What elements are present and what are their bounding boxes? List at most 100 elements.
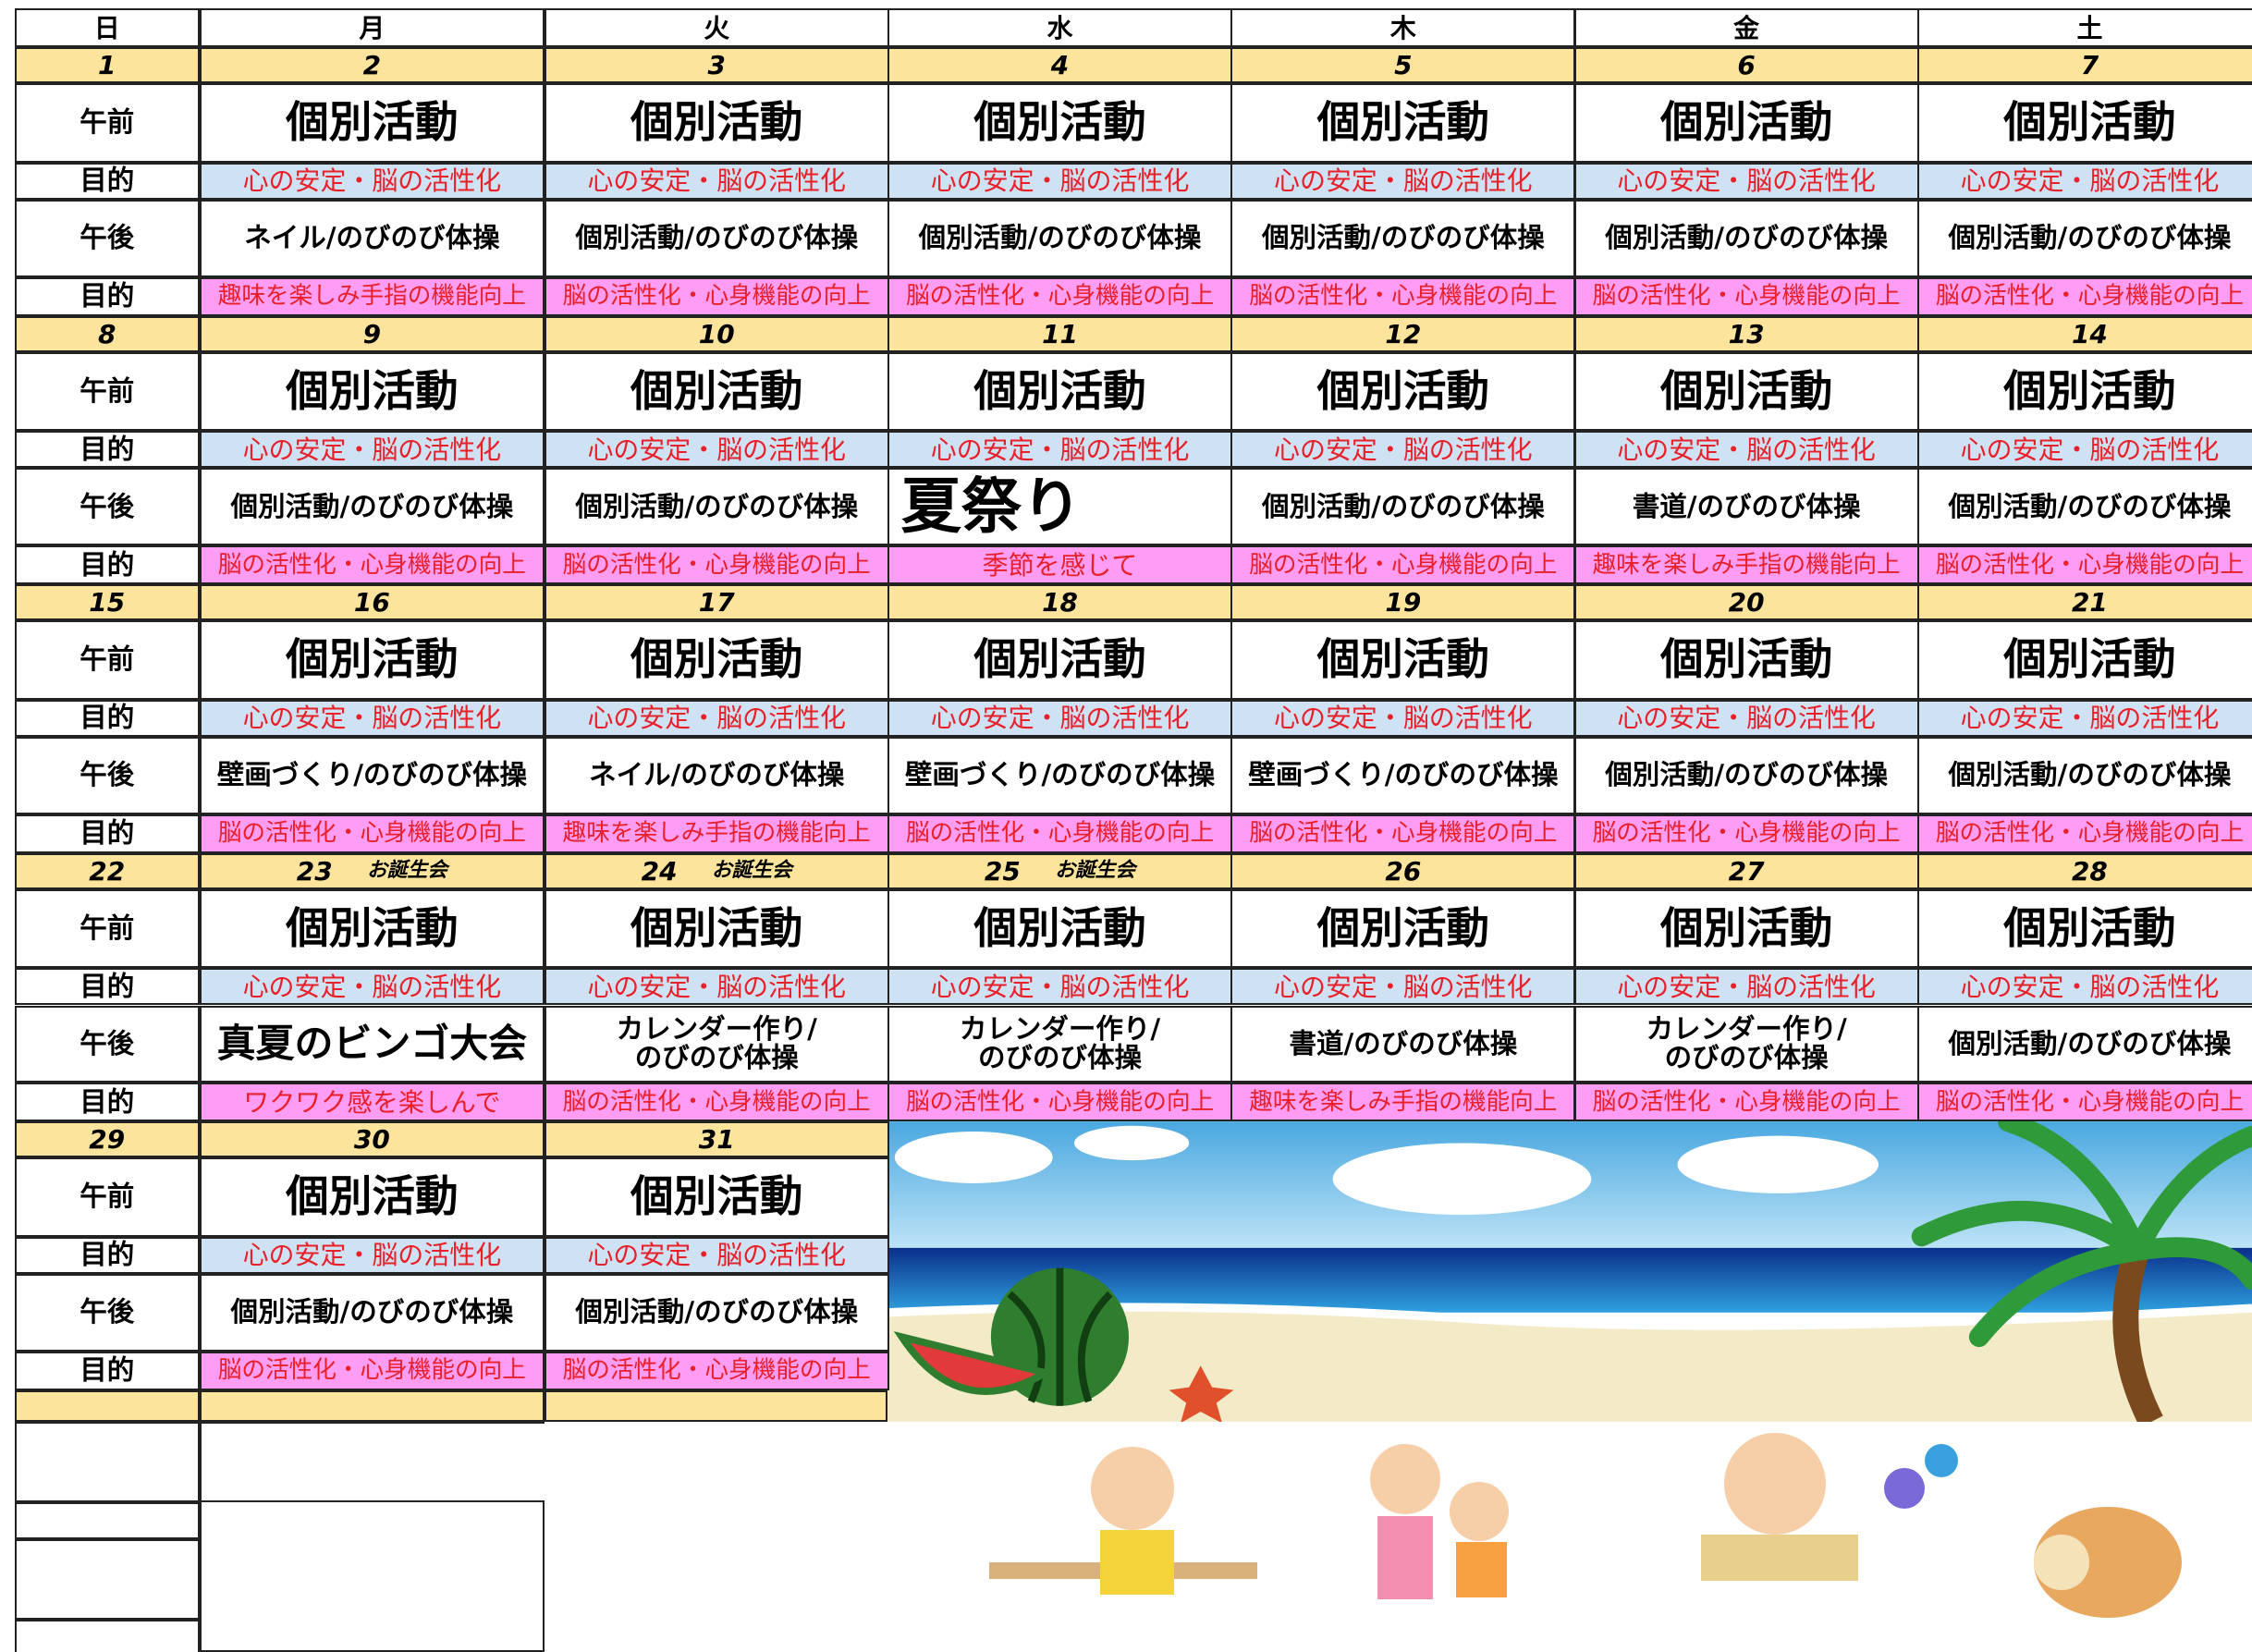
date-cell: 26	[1230, 852, 1576, 889]
am-activity: 個別活動	[1230, 83, 1576, 163]
date-cell: 18	[887, 584, 1232, 621]
row-label: 目的	[14, 545, 200, 585]
event-label: お誕生会	[1055, 858, 1136, 882]
event-label: お誕生会	[366, 858, 447, 882]
pm-activity: 真夏のビンゴ大会	[199, 1005, 545, 1083]
date-cell: 3	[544, 47, 889, 84]
date-number: 2	[362, 50, 382, 80]
pm-goal: 趣味を楽しみ手指の機能向上	[199, 276, 545, 316]
date-number: 11	[1042, 318, 1078, 349]
pm-goal: 脳の活性化・心身機能の向上	[1230, 276, 1576, 316]
date-number: 10	[698, 318, 735, 349]
am-goal: 心の安定・脳の活性化	[887, 431, 1232, 469]
date-number: 28	[2071, 855, 2108, 887]
am-goal: 心の安定・脳の活性化	[1230, 431, 1576, 469]
am-activity: 個別活動	[1917, 620, 2252, 700]
date-number: 16	[353, 587, 390, 618]
row-label: 目的	[14, 1083, 200, 1122]
am-goal: 心の安定・脳の活性化	[887, 699, 1232, 737]
date-cell: 10	[544, 315, 889, 352]
date-cell: 29	[14, 1121, 200, 1158]
pm-activity: 個別活動/のびのび体操	[1230, 468, 1576, 546]
pm-goal: 脳の活性化・心身機能の向上	[199, 814, 545, 853]
am-activity: 個別活動	[199, 620, 545, 700]
date-number: 14	[2071, 318, 2108, 349]
am-activity: 個別活動	[1573, 888, 1919, 969]
date-number: 4	[1050, 50, 1070, 80]
am-goal: 心の安定・脳の活性化	[199, 1236, 545, 1275]
pm-goal: 脳の活性化・心身機能の向上	[1573, 276, 1919, 316]
pm-activity: 個別活動/のびのび体操	[1917, 736, 2252, 814]
am-goal: 心の安定・脳の活性化	[1573, 431, 1919, 469]
pm-activity: 壁画づくり/のびのび体操	[887, 736, 1232, 814]
weekday-header: 水	[887, 8, 1232, 48]
pm-goal: 脳の活性化・心身機能の向上	[1230, 814, 1576, 853]
date-number: 5	[1394, 50, 1413, 80]
date-number: 7	[2080, 50, 2099, 80]
am-activity: 個別活動	[199, 1157, 545, 1237]
date-number: 30	[353, 1124, 390, 1156]
pm-goal: 脳の活性化・心身機能の向上	[544, 276, 889, 316]
date-cell: 12	[1230, 315, 1576, 352]
pm-activity: 壁画づくり/のびのび体操	[1230, 736, 1576, 814]
date-number: 27	[1728, 855, 1765, 887]
event-label: お誕生会	[711, 858, 792, 882]
pm-activity: 個別活動/のびのび体操	[199, 468, 545, 546]
am-activity: 個別活動	[887, 351, 1232, 432]
date-cell: 5	[1230, 47, 1576, 84]
pm-activity: 個別活動/のびのび体操	[544, 199, 889, 277]
am-activity: 個別活動	[544, 1157, 889, 1237]
pm-goal: 脳の活性化・心身機能の向上	[887, 814, 1232, 853]
am-activity: 個別活動	[887, 83, 1232, 163]
row-label: 目的	[14, 968, 200, 1006]
pm-activity: 書道/のびのび体操	[1230, 1005, 1576, 1083]
pm-goal: 趣味を楽しみ手指の機能向上	[1573, 545, 1919, 585]
row-label: 午後	[14, 1274, 200, 1352]
pm-goal: 脳の活性化・心身機能の向上	[1917, 1083, 2252, 1122]
am-goal: 心の安定・脳の活性化	[1230, 162, 1576, 200]
pm-goal: 脳の活性化・心身機能の向上	[1917, 276, 2252, 316]
date-cell: 28	[1917, 852, 2252, 889]
pm-goal: 脳の活性化・心身機能の向上	[544, 1351, 889, 1390]
date-cell: 27	[1573, 852, 1919, 889]
am-goal: 心の安定・脳の活性化	[544, 699, 889, 737]
date-cell: 2	[199, 47, 545, 84]
date-number: 20	[1728, 587, 1765, 618]
date-cell: 17	[544, 584, 889, 621]
row-label: 午後	[14, 1005, 200, 1083]
am-activity: 個別活動	[544, 83, 889, 163]
am-goal: 心の安定・脳の活性化	[1230, 699, 1576, 737]
pm-goal: 脳の活性化・心身機能の向上	[1573, 1083, 1919, 1122]
pm-activity: ネイル/のびのび体操	[199, 199, 545, 277]
am-goal: 心の安定・脳の活性化	[199, 699, 545, 737]
weekday-header: 金	[1573, 8, 1919, 48]
am-activity: 個別活動	[1230, 620, 1576, 700]
date-number: 3	[707, 50, 726, 80]
row-label: 目的	[14, 1351, 200, 1390]
pm-goal: 脳の活性化・心身機能の向上	[887, 276, 1232, 316]
am-activity: 個別活動	[1917, 351, 2252, 432]
am-activity: 個別活動	[199, 83, 545, 163]
empty-row	[14, 1389, 200, 1423]
date-cell: 19	[1230, 584, 1576, 621]
empty-row	[544, 1389, 888, 1423]
date-cell: 25 お誕生会	[887, 852, 1232, 889]
pm-activity: 個別活動/のびのび体操	[1230, 199, 1576, 277]
row-label: 目的	[14, 699, 200, 737]
am-goal: 心の安定・脳の活性化	[544, 1236, 889, 1275]
am-goal: 心の安定・脳の活性化	[1917, 968, 2252, 1006]
date-cell: 9	[199, 315, 545, 352]
pm-goal: ワクワク感を楽しんで	[199, 1083, 545, 1122]
am-goal: 心の安定・脳の活性化	[887, 968, 1232, 1006]
date-number: 12	[1385, 318, 1422, 349]
pm-goal: 脳の活性化・心身機能の向上	[544, 1083, 889, 1122]
am-goal: 心の安定・脳の活性化	[1917, 162, 2252, 200]
note-cell	[14, 1502, 200, 1540]
am-activity: 個別活動	[1573, 620, 1919, 700]
am-activity: 個別活動	[1917, 888, 2252, 969]
pm-goal: 脳の活性化・心身機能の向上	[887, 1083, 1232, 1122]
date-cell: 16	[199, 584, 545, 621]
weekday-header: 木	[1230, 8, 1576, 48]
row-label: 午前	[14, 83, 200, 163]
pm-goal: 脳の活性化・心身機能の向上	[1917, 814, 2252, 853]
